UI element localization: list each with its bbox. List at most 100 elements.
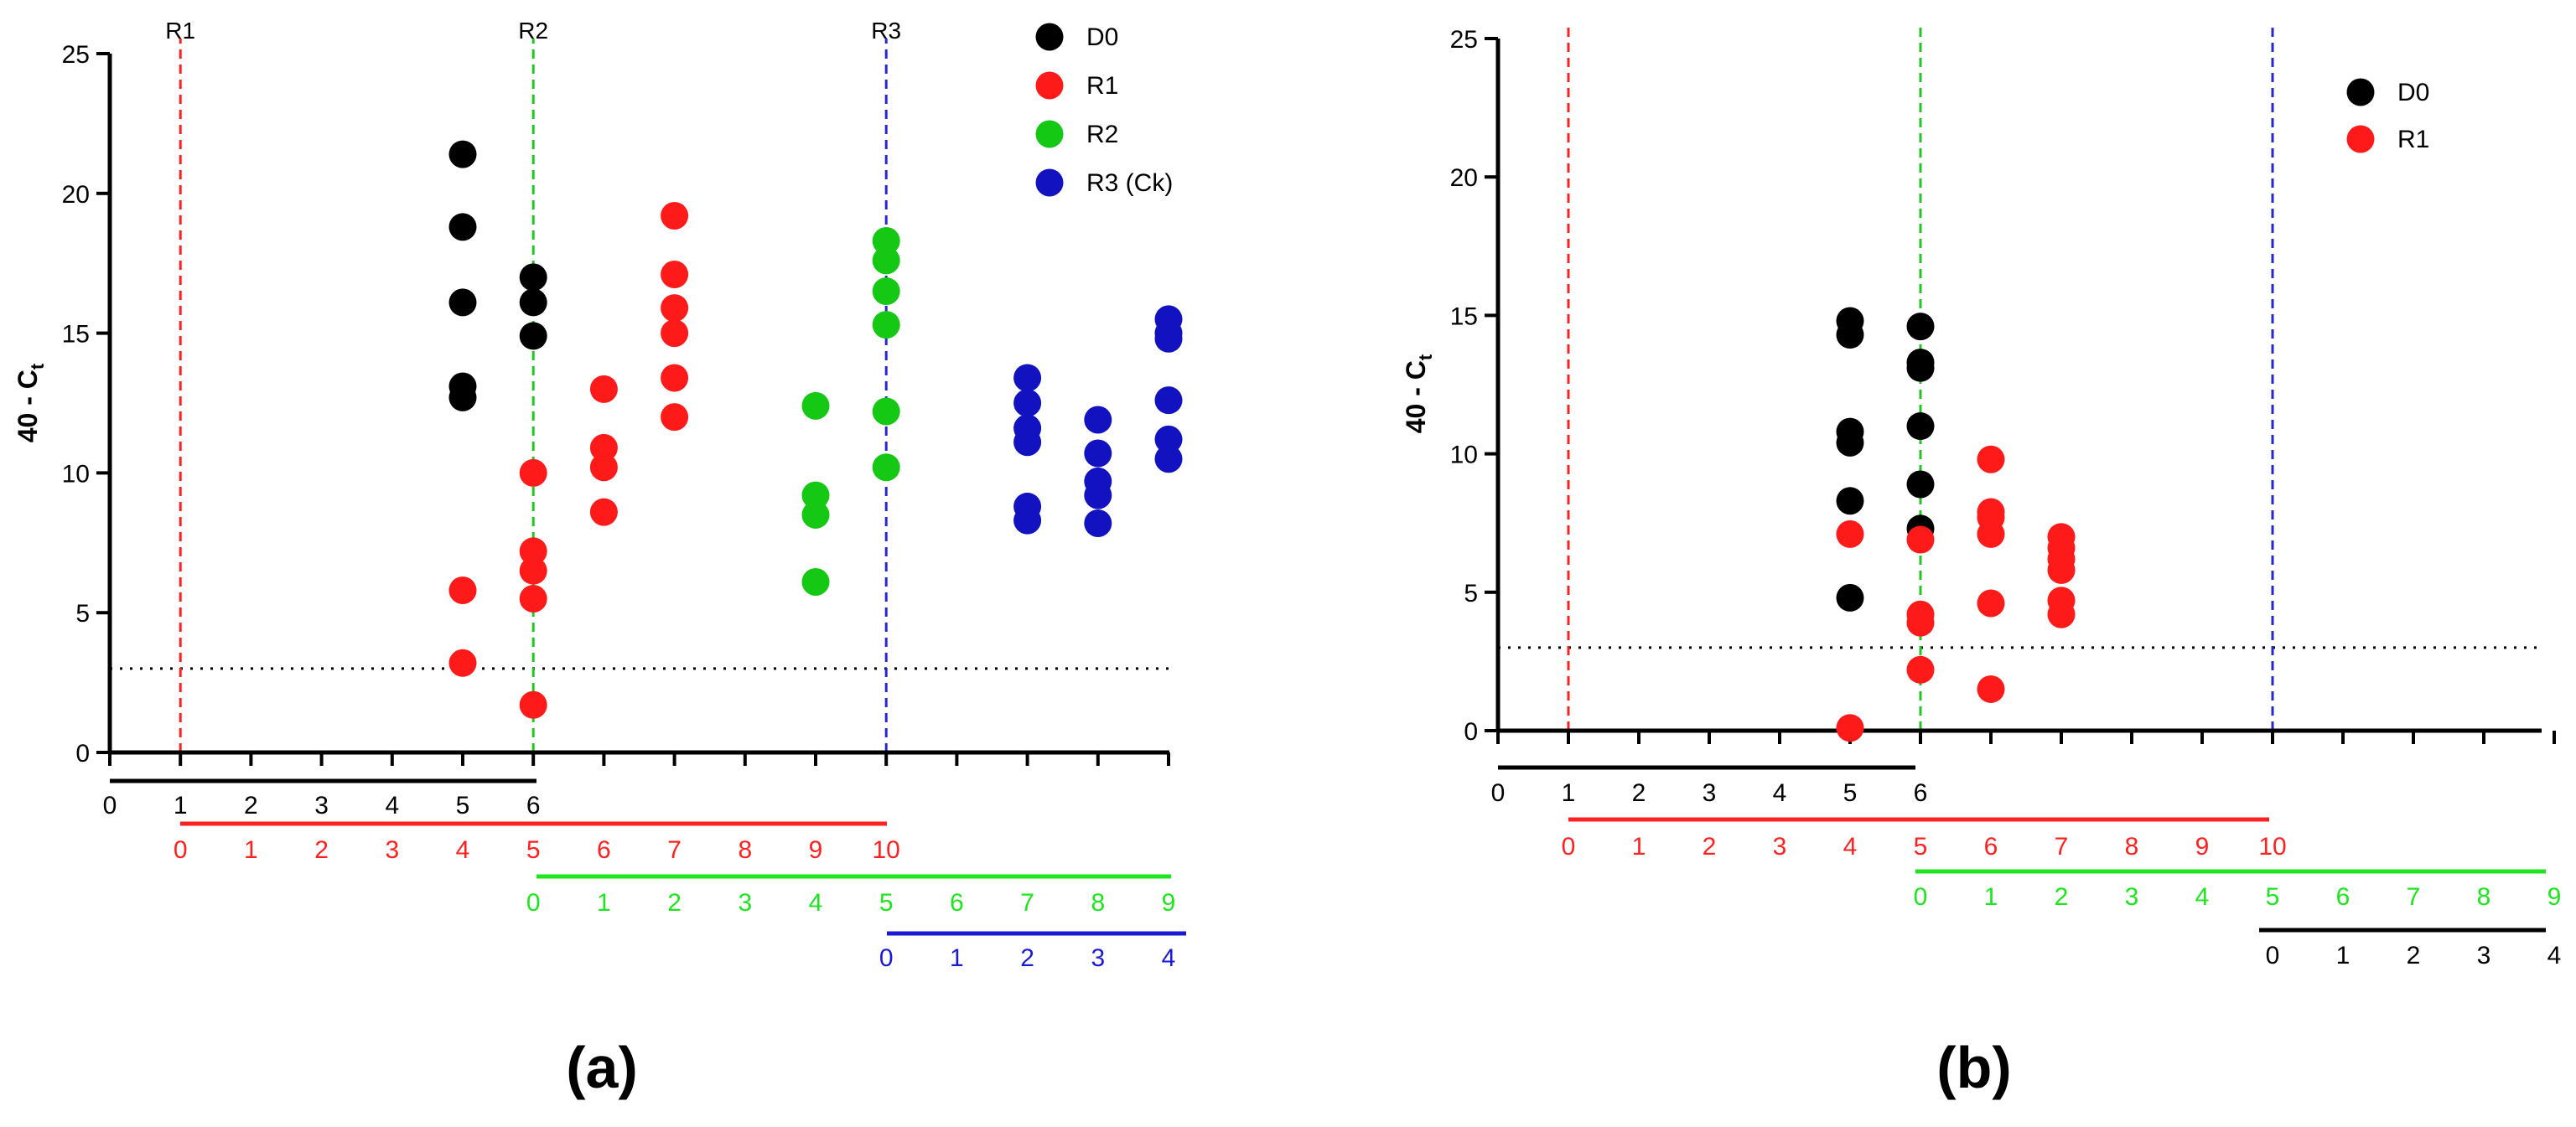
pa-scale-3-label: 9 <box>1162 889 1176 917</box>
pb-scale-2-label: 1 <box>1632 833 1646 861</box>
pb-point-r1 <box>1906 655 1935 684</box>
pa-point-d0 <box>448 288 477 317</box>
pa-vline-label-2: R2 <box>518 18 548 44</box>
pb-point-r1 <box>2047 556 2076 584</box>
pa-scale-1-label: 4 <box>385 792 399 819</box>
pb-point-d0 <box>1906 313 1935 341</box>
pa-point-r3ck <box>1084 481 1112 509</box>
pa-point-r2 <box>872 277 900 306</box>
pa-scale-1-label: 1 <box>174 792 188 819</box>
pb-scale-1-label: 4 <box>1773 779 1787 807</box>
pb-panel-label: (b) <box>1936 1035 2011 1100</box>
pa-point-r1 <box>661 403 689 432</box>
pa-point-d0 <box>519 288 547 317</box>
pa-scale-3-label: 5 <box>879 889 894 917</box>
pa-scale-3-label: 1 <box>597 889 611 917</box>
pa-scale-3-label: 0 <box>526 889 541 917</box>
pa-point-r1 <box>519 458 547 487</box>
pb-scale-2-label: 2 <box>1703 833 1717 861</box>
pb-scale-4-label: 4 <box>2547 942 2562 969</box>
pa-point-r2 <box>872 311 900 339</box>
pa-point-r2 <box>872 227 900 256</box>
pa-point-r3ck <box>1154 324 1183 353</box>
pb-scale-2-label: 10 <box>2258 833 2286 861</box>
pa-scale-4-label: 4 <box>1162 944 1176 972</box>
pa-y-tick-label: 25 <box>62 41 90 69</box>
pb-scale-1-label: 0 <box>1491 779 1506 807</box>
pa-scale-4-label: 1 <box>950 944 964 972</box>
pb-scale-1-label: 6 <box>1914 779 1928 807</box>
pb-scale-1-label: 2 <box>1632 779 1646 807</box>
pa-point-r1 <box>589 453 618 482</box>
pb-scale-3-label: 2 <box>2055 883 2069 911</box>
pa-scale-2-label: 2 <box>314 836 329 864</box>
pb-point-d0 <box>1906 354 1935 382</box>
pa-point-r2 <box>872 453 900 482</box>
pb-scale-2-label: 0 <box>1562 833 1576 861</box>
pa-point-r3ck <box>1084 406 1112 434</box>
pa-scale-3-label: 6 <box>950 889 964 917</box>
pa-point-r1 <box>589 498 618 526</box>
pb-legend-label-2: R1 <box>2397 126 2429 153</box>
pa-legend-marker-1 <box>1035 23 1064 51</box>
pa-scale-2-label: 5 <box>526 836 541 864</box>
pa-y-tick-label: 15 <box>62 321 90 349</box>
pb-y-tick-label: 0 <box>1464 718 1478 746</box>
pa-point-r3ck <box>1013 364 1042 392</box>
pa-scale-1-label: 3 <box>314 792 329 819</box>
pa-point-r1 <box>448 649 477 677</box>
pa-point-r3ck <box>1013 428 1042 457</box>
pa-scale-2-label: 8 <box>738 836 752 864</box>
pa-legend-marker-2 <box>1035 71 1064 100</box>
pa-scale-2-label: 4 <box>456 836 470 864</box>
pb-scale-3-label: 1 <box>1984 883 1998 911</box>
pb-scale-3-label: 6 <box>2336 883 2351 911</box>
pb-point-r1 <box>1836 714 1864 742</box>
pb-y-tick-label: 25 <box>1450 26 1478 54</box>
pb-scale-2-label: 6 <box>1984 833 1998 861</box>
pb-point-r1 <box>1836 520 1864 548</box>
pa-point-r1 <box>519 537 547 566</box>
pb-point-r1 <box>1977 589 2005 618</box>
pa-scale-2-label: 10 <box>873 836 900 864</box>
pa-legend-label-4: R3 (Ck) <box>1086 169 1173 197</box>
pb-scale-3-label: 0 <box>1914 883 1928 911</box>
pa-point-r1 <box>589 433 618 462</box>
pa-y-tick-label: 0 <box>75 740 90 768</box>
pb-scale-1-label: 3 <box>1703 779 1717 807</box>
pa-y-tick-label: 10 <box>62 460 90 488</box>
pb-scale-2-label: 7 <box>2055 833 2069 861</box>
pb-scale-2-label: 3 <box>1773 833 1787 861</box>
pa-scale-4-label: 0 <box>879 944 894 972</box>
pa-vline-label-3: R3 <box>871 18 901 44</box>
pa-scale-2-label: 3 <box>385 836 399 864</box>
pb-scale-2-label: 5 <box>1914 833 1928 861</box>
pa-point-r1 <box>589 375 618 403</box>
pa-scale-2-label: 7 <box>667 836 682 864</box>
pb-scale-3-label: 8 <box>2477 883 2491 911</box>
pb-point-d0 <box>1836 428 1864 457</box>
pa-point-r2 <box>801 568 830 597</box>
pb-point-d0 <box>1906 470 1935 499</box>
pb-point-r1 <box>1977 520 2005 548</box>
pa-scale-1-label: 0 <box>103 792 117 819</box>
pa-point-d0 <box>519 322 547 350</box>
pb-y-tick-label: 20 <box>1450 164 1478 192</box>
pb-scale-4-label: 0 <box>2266 942 2280 969</box>
pb-point-r1 <box>1977 675 2005 703</box>
pb-y-axis-label: 40 - Ct <box>1401 354 1436 433</box>
pa-scale-2-label: 1 <box>244 836 258 864</box>
pa-point-r3ck <box>1084 439 1112 468</box>
pa-scale-4-label: 3 <box>1091 944 1105 972</box>
pa-y-axis-label: 40 - Ct <box>13 363 48 442</box>
pa-point-d0 <box>519 263 547 292</box>
pa-point-r3ck <box>1154 425 1183 453</box>
pa-panel-label: (a) <box>566 1035 638 1100</box>
pb-scale-3-label: 7 <box>2407 883 2421 911</box>
pb-y-tick-label: 10 <box>1450 442 1478 469</box>
pb-scale-3-label: 3 <box>2125 883 2139 911</box>
pa-point-r2 <box>801 391 830 420</box>
pb-legend-marker-2 <box>2346 125 2375 153</box>
